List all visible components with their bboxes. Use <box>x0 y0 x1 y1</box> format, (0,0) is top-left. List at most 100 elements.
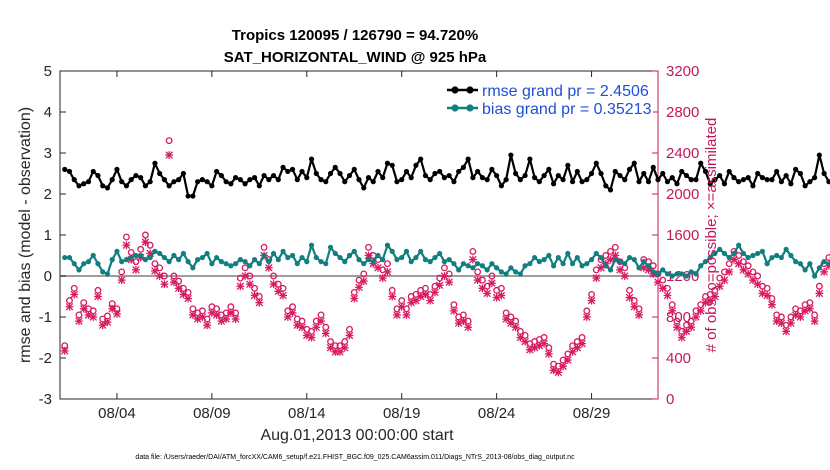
bias-point <box>437 250 443 257</box>
obs-possible-point <box>146 241 154 249</box>
obs-assimilated-point <box>616 265 624 274</box>
bias-point <box>185 259 191 265</box>
bias-point <box>356 257 362 263</box>
obs-assimilated-point <box>487 279 496 288</box>
rmse-point <box>418 156 424 162</box>
rmse-point <box>465 156 471 162</box>
rmse-point <box>337 170 343 177</box>
y-right-tick-label: 400 <box>666 350 691 367</box>
rmse-point <box>769 177 775 183</box>
bias-point <box>304 259 310 265</box>
bias-point <box>299 254 305 261</box>
obs-possible-point <box>251 284 259 292</box>
rmse-point <box>218 172 224 179</box>
rmse-point <box>147 179 153 185</box>
footer-data-file: data file: /Users/raeder/DAI/ATM_forcXX/… <box>135 454 575 461</box>
rmse-point <box>584 177 590 183</box>
rmse-point <box>441 175 448 181</box>
bias-point <box>204 250 210 257</box>
bias-point <box>119 259 125 265</box>
bias-point <box>774 252 780 259</box>
obs-assimilated-point <box>782 327 791 336</box>
rmse-point <box>223 179 229 185</box>
y-axis-left-label: rmse and bias (model - observation) <box>17 107 34 363</box>
rmse-point <box>384 160 391 166</box>
rmse-point <box>90 168 96 175</box>
obs-assimilated-point <box>108 304 117 313</box>
bias-point <box>270 250 277 257</box>
y-left-tick-label: 1 <box>44 227 52 244</box>
obs-assimilated-point <box>459 317 468 325</box>
bias-point <box>555 254 561 261</box>
bias-point <box>237 257 243 263</box>
rmse-point <box>745 175 751 181</box>
bias-point <box>408 259 414 265</box>
obs-possible-point <box>360 270 368 278</box>
rmse-point <box>527 156 533 162</box>
obs-assimilated-point <box>184 294 193 303</box>
bias-point <box>550 263 557 269</box>
bias-point <box>342 259 348 265</box>
rmse-point <box>81 181 87 187</box>
bias-point <box>484 267 490 273</box>
rmse-point <box>650 164 656 170</box>
legend-rmse-marker <box>466 86 474 94</box>
y-axis-right-label: # of obs: o=possible; ×=assimilated <box>703 118 720 353</box>
obs-assimilated-point <box>350 294 359 303</box>
rmse-point <box>242 181 248 187</box>
y-axis-left: -3 -2 -1 0 1 2 3 4 5 <box>39 63 66 408</box>
bias-point <box>81 261 87 267</box>
rmse-point <box>190 193 196 199</box>
rmse-point <box>451 179 457 185</box>
bias-point <box>446 257 452 263</box>
bias-point <box>679 271 685 277</box>
bias-point <box>85 259 92 265</box>
rmse-point <box>270 172 277 179</box>
rmse-point <box>142 183 149 189</box>
bias-point <box>370 259 376 265</box>
rmse-point <box>209 183 215 189</box>
bias-point <box>721 250 728 257</box>
rmse-point <box>793 166 799 172</box>
rmse-point <box>774 168 780 175</box>
bias-point <box>536 259 542 265</box>
rmse-point <box>104 185 111 191</box>
rmse-point <box>660 170 666 177</box>
obs-assimilated-point <box>711 292 719 301</box>
bias-point <box>214 254 220 261</box>
obs-assimilated-point <box>578 339 586 348</box>
obs-assimilated-point <box>70 290 79 299</box>
rmse-point <box>812 175 818 181</box>
obs-possible-point <box>355 276 363 284</box>
obs-possible-point <box>611 243 619 251</box>
rmse-point <box>475 168 481 175</box>
obs-assimilated-point <box>274 287 283 296</box>
bias-point <box>688 269 694 275</box>
rmse-point <box>788 181 794 187</box>
bias-point <box>584 261 590 267</box>
bias-point <box>384 242 391 248</box>
obs-assimilated-point <box>625 293 634 302</box>
obs-assimilated-point <box>170 278 178 287</box>
bias-point <box>470 265 476 271</box>
rmse-point <box>289 166 296 172</box>
bias-point <box>123 257 130 263</box>
bias-point <box>565 250 571 257</box>
obs-assimilated-point <box>511 323 520 332</box>
obs-assimilated-point <box>810 317 819 325</box>
bias-point <box>195 257 201 263</box>
obs-assimilated-point <box>763 291 772 300</box>
rmse-point <box>380 175 386 181</box>
bias-point <box>380 257 386 263</box>
bias-point <box>157 250 163 257</box>
bias-point <box>793 259 799 265</box>
rmse-point <box>550 181 557 187</box>
obs-possible-point <box>806 299 814 307</box>
obs-assimilated-point <box>540 339 548 348</box>
bias-point <box>759 248 766 254</box>
chart-title-line1: Tropics 120095 / 126790 = 94.720% <box>232 27 478 44</box>
rmse-point <box>702 168 709 175</box>
rmse-point <box>247 177 253 183</box>
rmse-point <box>707 181 713 187</box>
x-tick-label: 08/24 <box>478 405 516 422</box>
